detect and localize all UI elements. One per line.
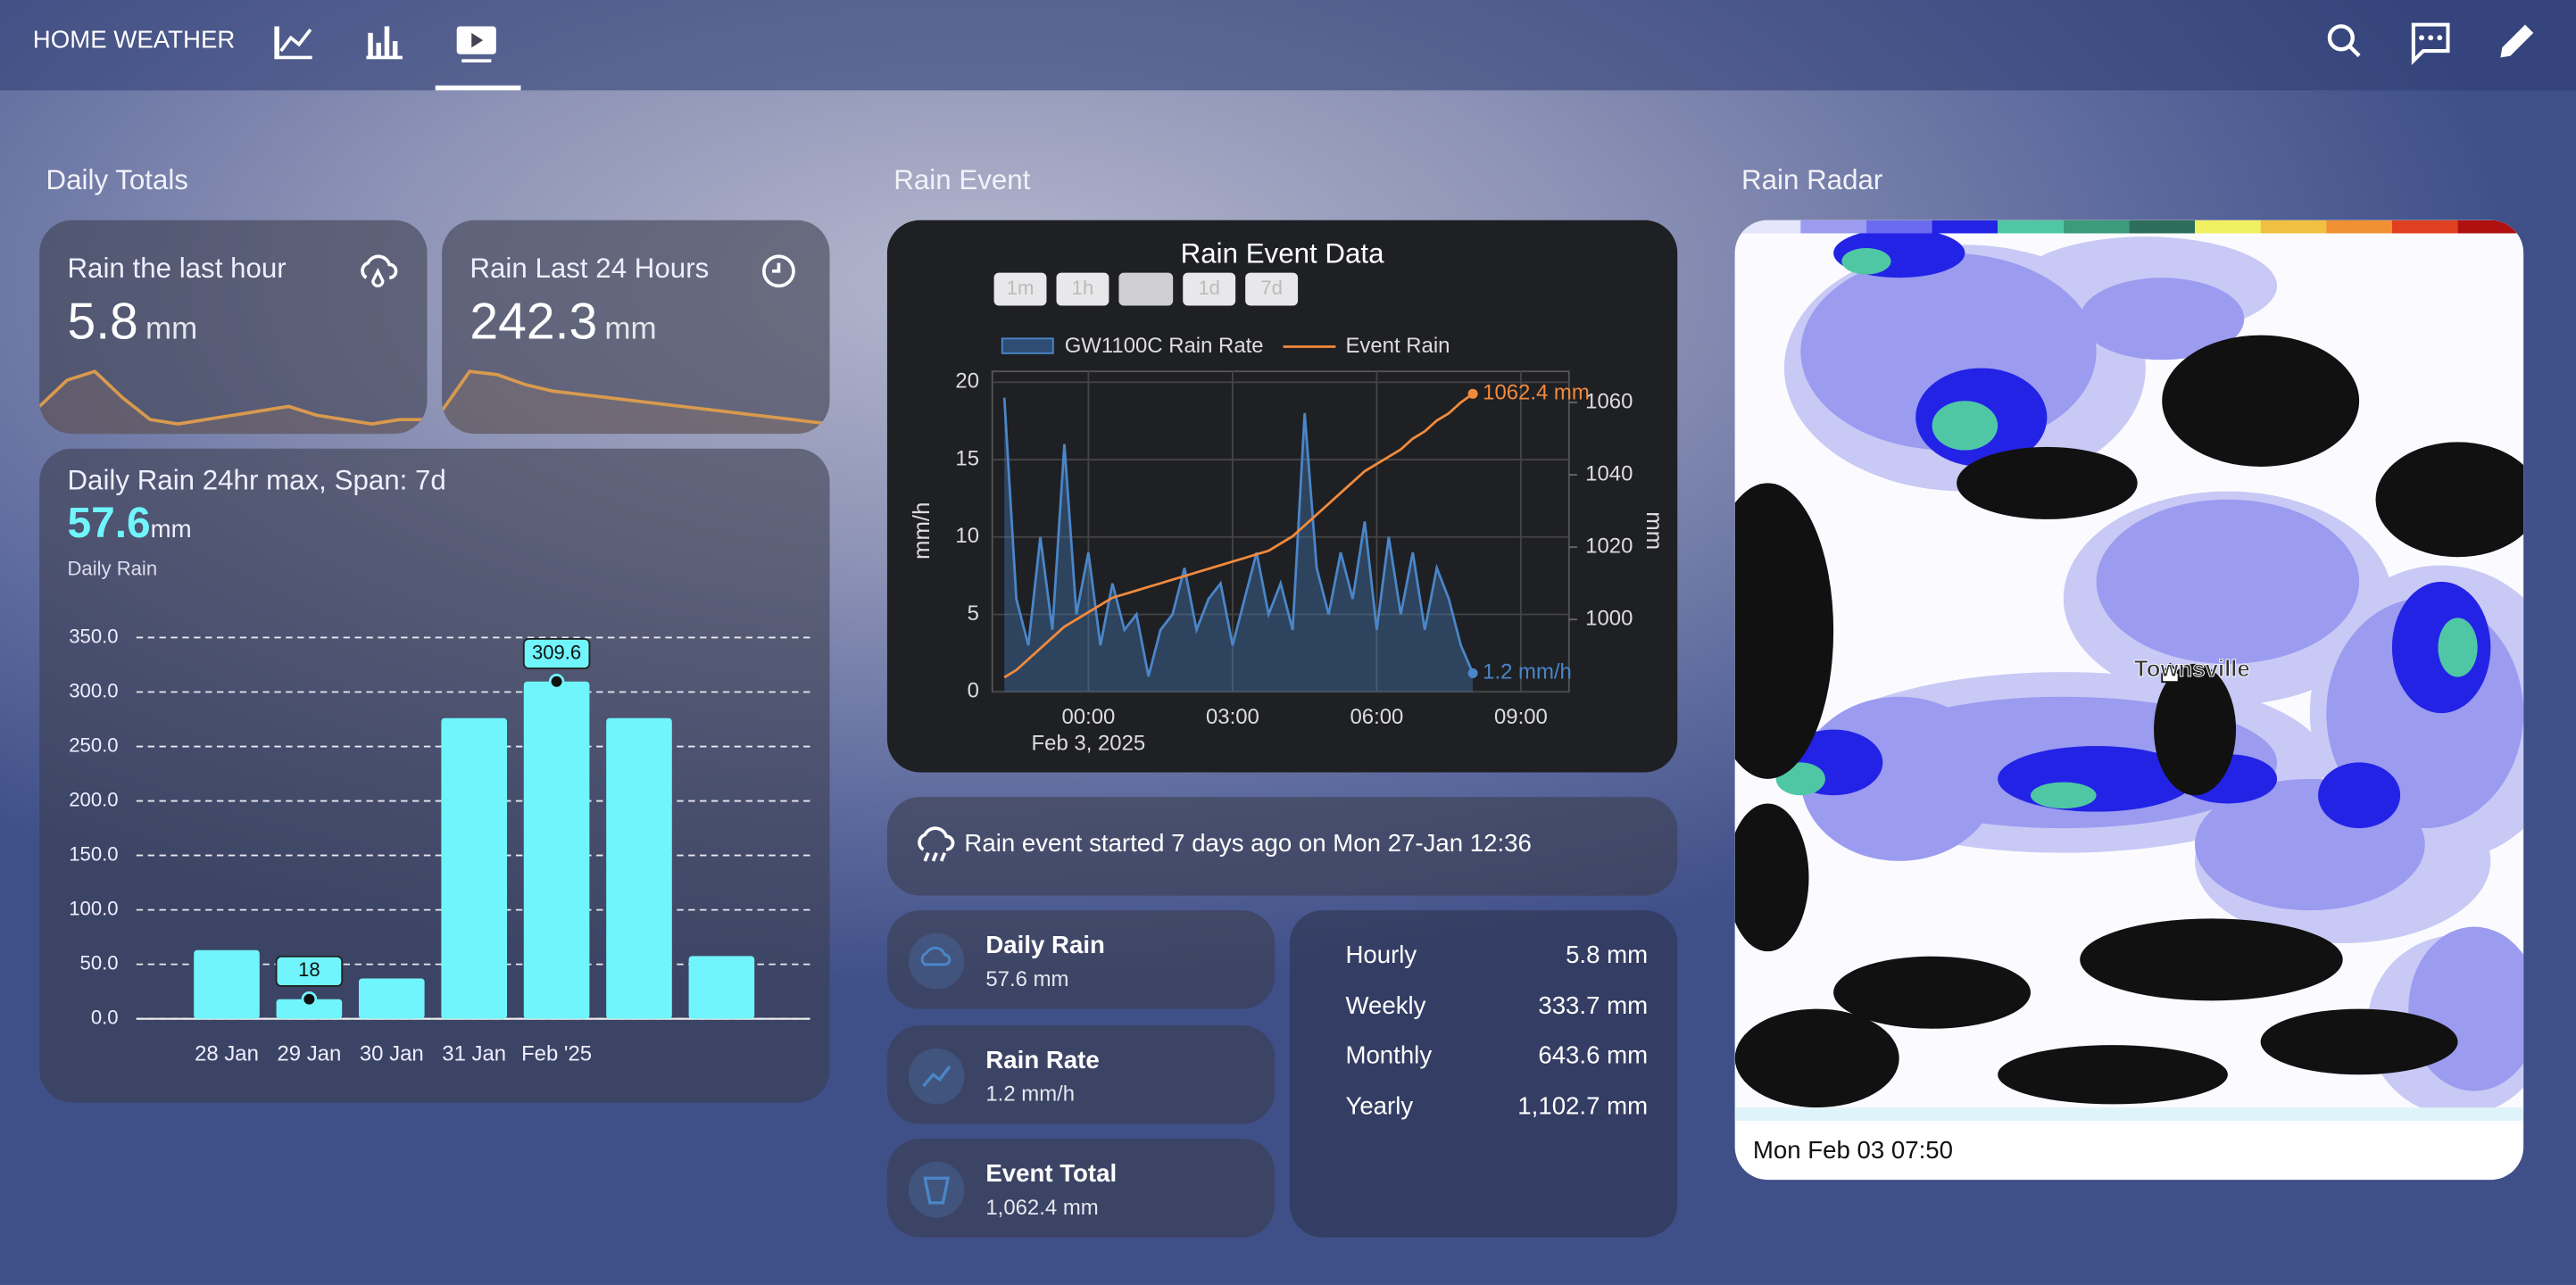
stat-card[interactable]: Rain Last 24 Hours 242.3 mm [442, 220, 830, 435]
card-label: Rain Last 24 Hours [469, 253, 710, 285]
event-info-card[interactable]: Rain event started 7 days ago on Mon 27-… [886, 797, 1678, 896]
tab-media[interactable] [456, 26, 496, 62]
place-label: Townsville [2134, 657, 2250, 682]
sparkline-area [39, 369, 428, 435]
total-value: 5.8 mm [1566, 941, 1649, 970]
totals-card: Hourly 5.8 mm Weekly 333.7 mm Monthly 64… [1289, 910, 1678, 1238]
tile-icon [908, 1161, 965, 1218]
tile[interactable]: Rain Rate 1.2 mm/h [886, 1025, 1276, 1124]
card-value-row: 5.8 mm [67, 293, 197, 352]
chart-title: Rain Event Data [1180, 238, 1384, 269]
tile-value: 57.6 mm [985, 966, 1069, 991]
toolbar-icons [2327, 22, 2534, 66]
app-title[interactable]: HOME WEATHER [32, 26, 236, 54]
tile-label: Daily Rain [985, 932, 1105, 960]
assist-button[interactable] [2411, 22, 2450, 66]
total-label: Weekly [1345, 992, 1426, 1021]
chart-title: Daily Rain 24hr max, Span: 7d [67, 465, 446, 497]
edit-button[interactable] [2500, 24, 2534, 58]
total-value: 643.6 mm [1538, 1041, 1649, 1070]
search-button[interactable] [2327, 24, 2361, 58]
tile[interactable]: Daily Rain 57.6 mm [886, 910, 1276, 1009]
card-value-row: 242.3 mm [469, 293, 656, 352]
headline-value: 57.6 [67, 497, 151, 548]
tile-label: Event Total [985, 1160, 1118, 1189]
total-value: 333.7 mm [1538, 992, 1649, 1021]
tile-icon [908, 933, 965, 990]
sparkline-area [442, 369, 830, 435]
section-heading: Daily Totals [46, 164, 188, 196]
total-value: 1,102.7 mm [1517, 1092, 1649, 1121]
total-label: Monthly [1345, 1041, 1433, 1070]
headline-unit: mm [150, 516, 192, 544]
radar-map: Townsville [1734, 220, 2524, 1124]
tile-icon [908, 1048, 965, 1105]
radar-card[interactable]: Townsville Mon Feb 03 07:50 [1734, 220, 2524, 1181]
chart-subtitle: Daily Rain [67, 557, 158, 581]
card-value: 5.8 [67, 292, 138, 351]
top-bar: HOME WEATHER [0, 0, 2576, 91]
radar-timestamp: Mon Feb 03 07:50 [1752, 1137, 1954, 1165]
total-label: Hourly [1345, 941, 1417, 970]
tile-label: Rain Rate [985, 1046, 1100, 1075]
line-chart-card: Rain Event Data [886, 220, 1678, 773]
bar-chart-card: Daily Rain 24hr max, Span: 7d 57.6mm Dai… [39, 448, 830, 1103]
event-started: Rain event started 7 days ago on Mon 27-… [964, 829, 1532, 858]
sparkline [442, 369, 830, 426]
stat-card[interactable]: Rain the last hour 5.8 mm [39, 220, 428, 435]
active-tab-indicator [435, 85, 521, 91]
card-unit: mm [604, 311, 657, 347]
tile-value: 1,062.4 mm [985, 1194, 1099, 1220]
tile[interactable]: Event Total 1,062.4 mm [886, 1139, 1276, 1238]
tab-history[interactable] [274, 26, 312, 60]
section-heading: Rain Radar [1741, 164, 1883, 196]
card-unit: mm [145, 311, 198, 347]
view-tabs [274, 26, 521, 91]
card-value: 242.3 [469, 292, 598, 351]
clock-icon [762, 254, 795, 288]
headline: 57.6mm [67, 498, 191, 549]
home-marker [2161, 662, 2180, 684]
total-label: Yearly [1345, 1092, 1414, 1121]
sparkline [39, 369, 428, 426]
colour-scale [1734, 220, 2524, 234]
card-label: Rain the last hour [67, 253, 287, 285]
tile-value: 1.2 mm/h [985, 1081, 1076, 1107]
rain-icon [361, 254, 398, 287]
section-heading: Rain Event [893, 164, 1031, 196]
rain-icon [918, 826, 955, 862]
tab-statistics[interactable] [366, 26, 403, 60]
